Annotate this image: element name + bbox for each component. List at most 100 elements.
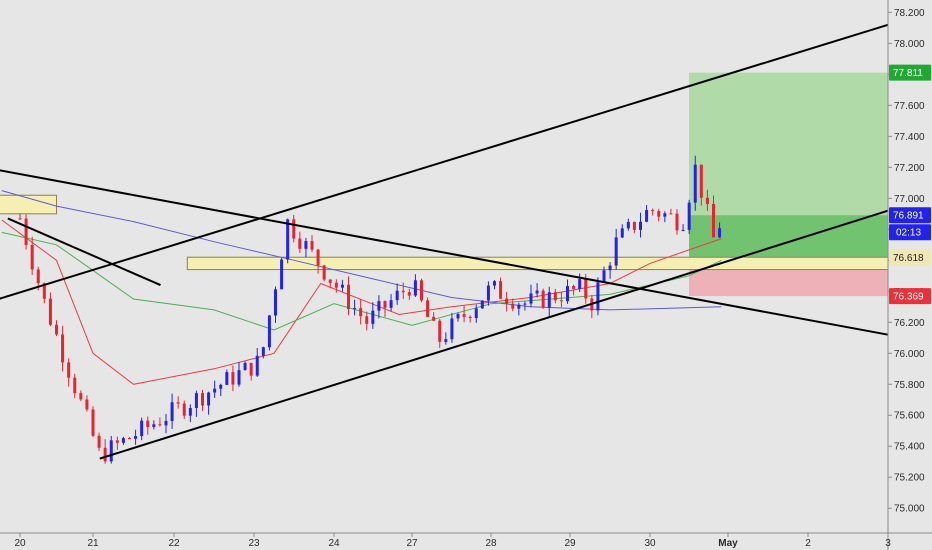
y-tick-label: 77.400	[894, 132, 925, 143]
x-tick-label: 27	[406, 538, 418, 549]
candle-body-65	[413, 280, 417, 296]
y-tick-label: 75.200	[894, 473, 925, 484]
candle-body-41	[267, 315, 271, 348]
time-axis-panel	[0, 533, 932, 550]
x-tick-label: 2	[805, 538, 811, 549]
candle-body-6	[55, 324, 58, 335]
candle-body-97	[608, 265, 612, 271]
candle-body-101	[632, 221, 636, 230]
candle-body-33	[219, 384, 223, 389]
moving-average-layer	[1, 190, 722, 385]
trendline-3[interactable]	[7, 217, 161, 287]
candle-body-0	[18, 218, 22, 220]
x-tick-label: 3	[885, 538, 891, 549]
candle-body-79	[499, 281, 503, 299]
candle-body-51	[328, 279, 332, 283]
candle-body-31	[207, 392, 211, 406]
candle-body-54	[347, 284, 350, 310]
candle-body-68	[432, 316, 436, 321]
candle-body-12	[91, 409, 95, 436]
candle-body-62	[395, 290, 399, 301]
candle-body-13	[97, 435, 101, 448]
candle-body-110	[687, 202, 691, 230]
take-profit-price-tag	[889, 64, 931, 81]
candle-body-23	[158, 424, 162, 426]
candle-body-2	[30, 244, 34, 270]
trendline-0[interactable]	[99, 209, 889, 460]
x-tick-label: 28	[485, 538, 497, 549]
candle-body-1	[24, 218, 28, 245]
trendline-2[interactable]	[0, 167, 889, 336]
candle-body-3	[36, 269, 40, 284]
candle-body-35	[231, 372, 235, 385]
candle-body-43	[280, 259, 284, 290]
position-profit-filled-zone	[689, 215, 888, 258]
candle-body-19	[134, 436, 138, 439]
candle-body-69	[438, 320, 442, 342]
current-price-label: 76.891	[893, 211, 924, 222]
candle-body-90	[566, 286, 569, 302]
trendline-layer[interactable]	[0, 23, 889, 460]
candle-body-81	[511, 303, 515, 309]
sr-zone-1[interactable]	[186, 256, 889, 271]
candle-body-9	[73, 377, 77, 394]
x-tick-label: 21	[87, 538, 99, 549]
candle-body-24	[164, 420, 168, 426]
candle-body-22	[152, 424, 156, 427]
candle-body-48	[310, 241, 314, 250]
candle-body-86	[541, 290, 545, 308]
candle-body-59	[377, 301, 381, 311]
candle-body-75	[474, 308, 478, 319]
candle-body-53	[340, 284, 344, 288]
x-tick-label: 23	[248, 538, 260, 549]
moving-average-line-2	[1, 190, 722, 311]
candle-body-34	[225, 372, 229, 385]
countdown-label: 02:13	[896, 228, 921, 239]
x-tick-label: 20	[14, 538, 26, 549]
current-price-tag	[889, 207, 931, 224]
candle-body-55	[353, 308, 357, 310]
candle-body-38	[249, 362, 253, 376]
candle-body-107	[669, 213, 673, 215]
candle-body-105	[657, 210, 661, 217]
countdown-tag	[889, 224, 931, 241]
candle-body-102	[639, 221, 642, 230]
candle-body-98	[614, 237, 618, 266]
candle-body-50	[322, 265, 326, 280]
x-tick-label: 24	[328, 538, 340, 549]
candle-body-115	[718, 228, 722, 238]
candle-body-46	[298, 238, 302, 249]
candle-body-45	[292, 219, 296, 239]
candle-body-113	[705, 197, 709, 204]
candle-body-89	[559, 300, 563, 302]
candle-body-4	[42, 283, 46, 299]
candlestick-layer	[18, 155, 722, 464]
y-tick-label: 77.200	[894, 163, 925, 174]
candle-body-15	[109, 440, 113, 462]
candle-body-93	[584, 279, 588, 299]
candle-body-83	[523, 303, 527, 305]
candle-body-66	[420, 280, 423, 301]
candle-body-11	[85, 399, 89, 410]
y-tick-label: 75.400	[894, 442, 925, 453]
candle-body-30	[201, 393, 204, 406]
candle-body-32	[213, 388, 217, 393]
candle-body-47	[304, 241, 308, 249]
candle-body-29	[194, 393, 198, 409]
trendline-1[interactable]	[0, 23, 889, 304]
stop-price-label: 76.369	[893, 292, 924, 303]
candle-body-80	[505, 298, 509, 304]
candle-body-108	[675, 213, 679, 231]
candle-body-20	[140, 420, 144, 437]
candle-body-95	[596, 282, 600, 311]
candle-body-114	[712, 203, 715, 238]
candle-body-111	[693, 164, 697, 203]
entry-price-tag	[889, 249, 931, 266]
stop-price-tag	[889, 288, 931, 305]
candle-body-67	[426, 300, 430, 317]
candle-body-63	[401, 290, 405, 293]
candle-body-7	[61, 334, 65, 363]
candle-body-99	[620, 228, 624, 238]
